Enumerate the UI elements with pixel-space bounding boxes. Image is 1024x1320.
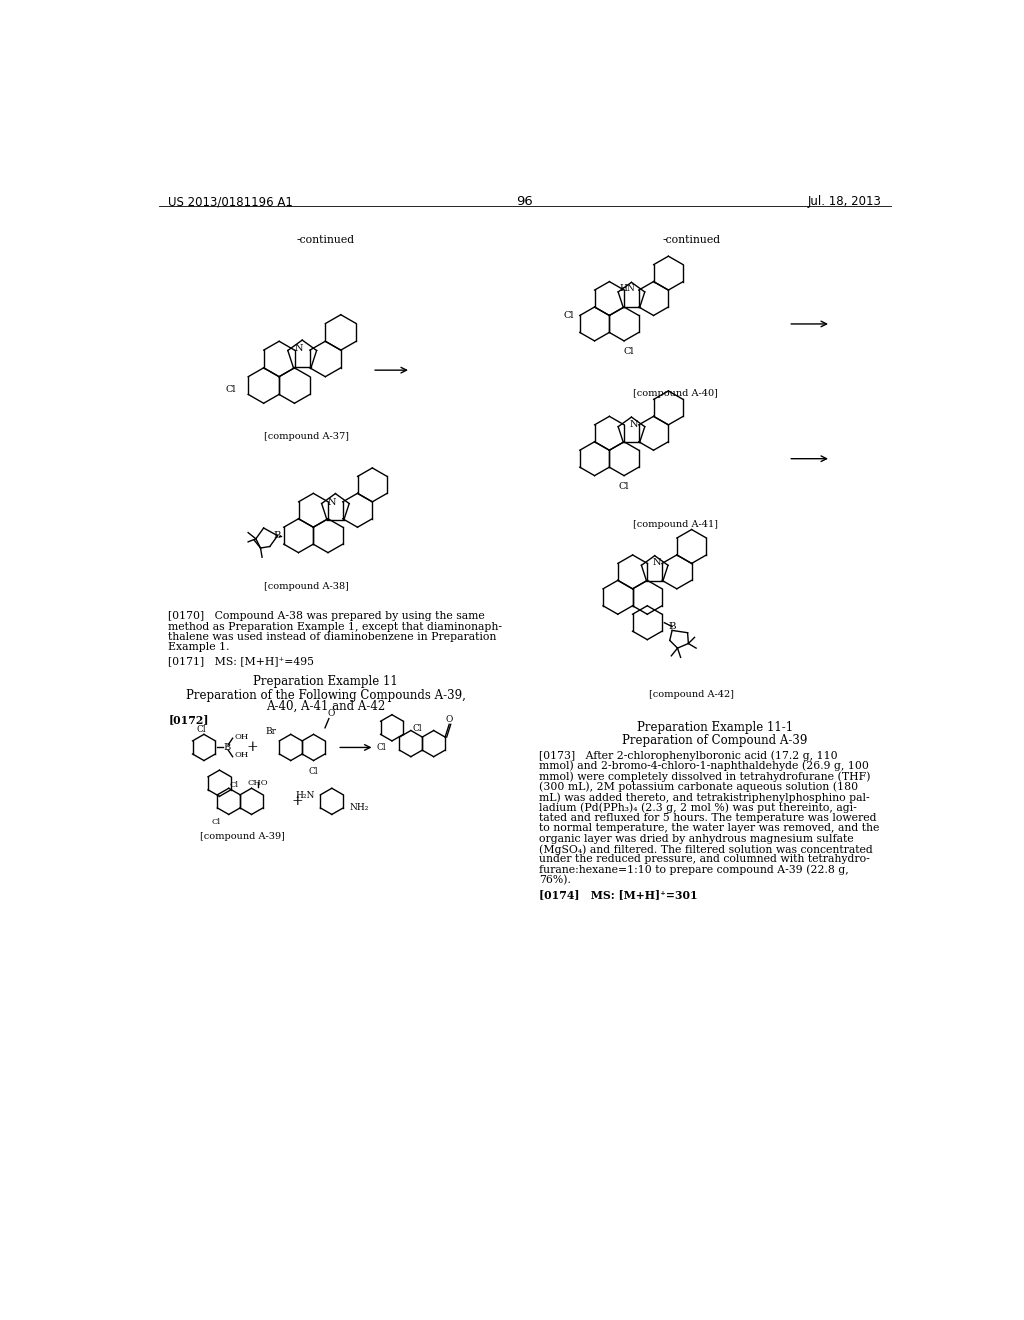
Text: +: + — [246, 741, 258, 755]
Text: [compound A-39]: [compound A-39] — [201, 832, 285, 841]
Text: OH: OH — [234, 733, 249, 741]
Text: Example 1.: Example 1. — [168, 643, 229, 652]
Text: [compound A-41]: [compound A-41] — [634, 520, 719, 529]
Text: Cl: Cl — [618, 482, 630, 491]
Text: N: N — [630, 420, 638, 429]
Text: Cl: Cl — [376, 743, 386, 752]
Text: [compound A-42]: [compound A-42] — [649, 689, 734, 698]
Text: O: O — [328, 709, 335, 718]
Text: [compound A-37]: [compound A-37] — [264, 432, 349, 441]
Text: Cl: Cl — [211, 818, 220, 826]
Text: thalene was used instead of diaminobenzene in Preparation: thalene was used instead of diaminobenze… — [168, 632, 497, 642]
Text: ladium (Pd(PPh₃)₄ (2.3 g, 2 mol %) was put thereinto, agi-: ladium (Pd(PPh₃)₄ (2.3 g, 2 mol %) was p… — [539, 803, 856, 813]
Text: H₂N: H₂N — [295, 791, 314, 800]
Text: Cl: Cl — [229, 780, 239, 788]
Text: [compound A-40]: [compound A-40] — [634, 389, 719, 399]
Text: [compound A-38]: [compound A-38] — [264, 582, 349, 591]
Text: [0171]   MS: [M+H]⁺=495: [0171] MS: [M+H]⁺=495 — [168, 656, 314, 667]
Text: US 2013/0181196 A1: US 2013/0181196 A1 — [168, 195, 293, 209]
Text: organic layer was dried by anhydrous magnesium sulfate: organic layer was dried by anhydrous mag… — [539, 834, 853, 843]
Text: under the reduced pressure, and columned with tetrahydro-: under the reduced pressure, and columned… — [539, 854, 869, 865]
Text: to normal temperature, the water layer was removed, and the: to normal temperature, the water layer w… — [539, 824, 880, 833]
Text: [0174]   MS: [M+H]⁺=301: [0174] MS: [M+H]⁺=301 — [539, 888, 697, 900]
Text: 96: 96 — [516, 195, 534, 209]
Text: Cl: Cl — [413, 725, 422, 734]
Text: -continued: -continued — [663, 235, 721, 246]
Text: 76%).: 76%). — [539, 875, 570, 886]
Text: (MgSO₄) and filtered. The filtered solution was concentrated: (MgSO₄) and filtered. The filtered solut… — [539, 843, 872, 854]
Text: Cl: Cl — [226, 385, 237, 393]
Text: furane:hexane=1:10 to prepare compound A-39 (22.8 g,: furane:hexane=1:10 to prepare compound A… — [539, 865, 849, 875]
Text: N: N — [652, 558, 662, 568]
Text: CHO: CHO — [248, 779, 268, 787]
Text: Cl: Cl — [308, 767, 318, 776]
Text: N: N — [295, 345, 303, 354]
Text: Preparation of Compound A-39: Preparation of Compound A-39 — [622, 734, 807, 747]
Text: B: B — [223, 743, 230, 752]
Text: Cl: Cl — [197, 725, 207, 734]
Text: Preparation of the Following Compounds A-39,: Preparation of the Following Compounds A… — [185, 689, 466, 702]
Text: [0172]: [0172] — [168, 714, 209, 726]
Text: HN: HN — [620, 284, 636, 293]
Text: mmol) and 2-bromo-4-chloro-1-naphthaldehyde (26.9 g, 100: mmol) and 2-bromo-4-chloro-1-naphthaldeh… — [539, 760, 868, 771]
Text: mL) was added thereto, and tetrakistriphenylphosphino pal-: mL) was added thereto, and tetrakistriph… — [539, 792, 869, 803]
Text: method as Preparation Example 1, except that diaminonaph-: method as Preparation Example 1, except … — [168, 622, 503, 631]
Text: mmol) were completely dissolved in tetrahydrofurane (THF): mmol) were completely dissolved in tetra… — [539, 771, 870, 781]
Text: Preparation Example 11-1: Preparation Example 11-1 — [637, 721, 793, 734]
Text: Jul. 18, 2013: Jul. 18, 2013 — [808, 195, 882, 209]
Text: [0170]   Compound A-38 was prepared by using the same: [0170] Compound A-38 was prepared by usi… — [168, 611, 485, 622]
Text: O: O — [445, 715, 453, 725]
Text: N: N — [328, 498, 337, 507]
Text: B: B — [669, 622, 676, 631]
Text: -continued: -continued — [297, 235, 354, 246]
Text: [0173]   After 2-chlorophenylboronic acid (17.2 g, 110: [0173] After 2-chlorophenylboronic acid … — [539, 751, 838, 762]
Text: A-40, A-41 and A-42: A-40, A-41 and A-42 — [266, 700, 385, 713]
Text: Preparation Example 11: Preparation Example 11 — [253, 675, 398, 688]
Text: Cl: Cl — [563, 312, 573, 319]
Text: +: + — [291, 795, 303, 808]
Text: Cl: Cl — [624, 347, 635, 356]
Text: B: B — [273, 531, 282, 540]
Text: (300 mL), 2M potassium carbonate aqueous solution (180: (300 mL), 2M potassium carbonate aqueous… — [539, 781, 858, 792]
Text: tated and refluxed for 5 hours. The temperature was lowered: tated and refluxed for 5 hours. The temp… — [539, 813, 877, 822]
Text: OH: OH — [234, 751, 249, 759]
Text: NH₂: NH₂ — [349, 803, 369, 812]
Text: Br: Br — [265, 727, 276, 737]
